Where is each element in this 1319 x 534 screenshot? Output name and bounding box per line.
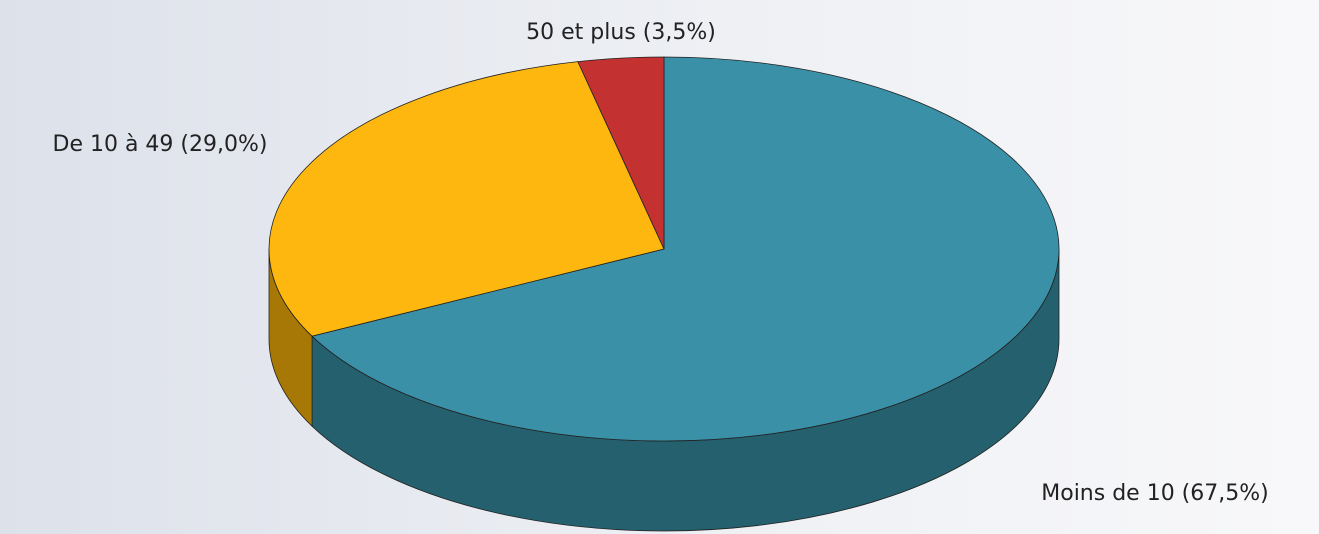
pie-slice [311, 56, 1060, 442]
pie-slice [268, 61, 665, 337]
slice-label: De 10 à 49 (29,0%) [53, 132, 268, 157]
pie-slice [577, 56, 665, 250]
slice-label: 50 et plus (3,5%) [526, 20, 716, 45]
slice-label: Moins de 10 (67,5%) [1041, 481, 1269, 506]
